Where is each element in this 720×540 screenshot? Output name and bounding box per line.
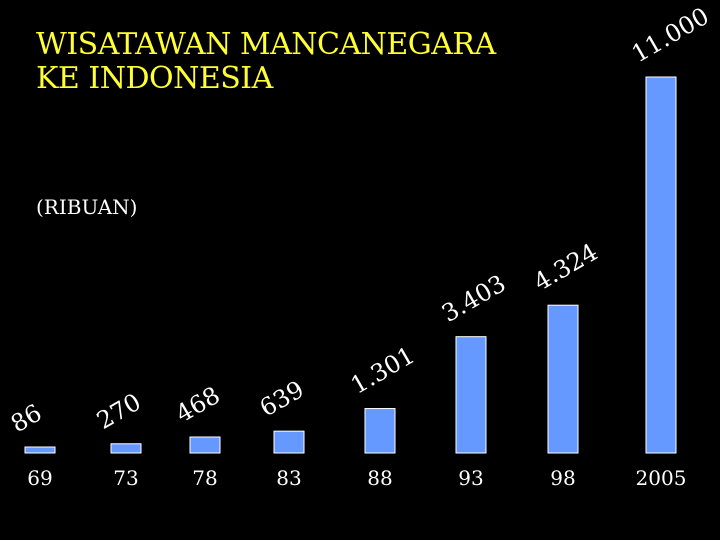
- data-label: 468: [171, 381, 225, 428]
- x-tick-label: 73: [113, 466, 138, 490]
- data-label: 270: [92, 388, 146, 435]
- x-tick-label: 78: [192, 466, 217, 490]
- data-label: 4.324: [529, 238, 603, 297]
- bar-78: [189, 436, 221, 454]
- bar-88: [364, 408, 396, 454]
- x-tick-label: 83: [276, 466, 301, 490]
- data-label: 11.000: [627, 2, 714, 68]
- x-tick-label: 69: [27, 466, 52, 490]
- x-tick-label: 98: [550, 466, 575, 490]
- unit-label: (RIBUAN): [36, 195, 138, 219]
- chart-title: WISATAWAN MANCANEGARA KE INDONESIA: [36, 28, 496, 96]
- data-label: 86: [6, 399, 46, 439]
- data-label: 3.403: [437, 269, 511, 328]
- x-tick-label: 93: [458, 466, 483, 490]
- data-label: 1.301: [346, 341, 420, 400]
- bar-98: [547, 304, 579, 454]
- bar-73: [110, 443, 142, 454]
- chart-title-line-2: KE INDONESIA: [36, 61, 273, 96]
- bar-69: [24, 446, 56, 454]
- x-tick-label: 88: [367, 466, 392, 490]
- bar-2005: [645, 76, 677, 454]
- bar-83: [273, 430, 305, 454]
- data-label: 639: [255, 375, 309, 422]
- x-tick-label: 2005: [636, 466, 687, 490]
- bar-93: [455, 336, 487, 454]
- chart-title-line-1: WISATAWAN MANCANEGARA: [36, 27, 496, 62]
